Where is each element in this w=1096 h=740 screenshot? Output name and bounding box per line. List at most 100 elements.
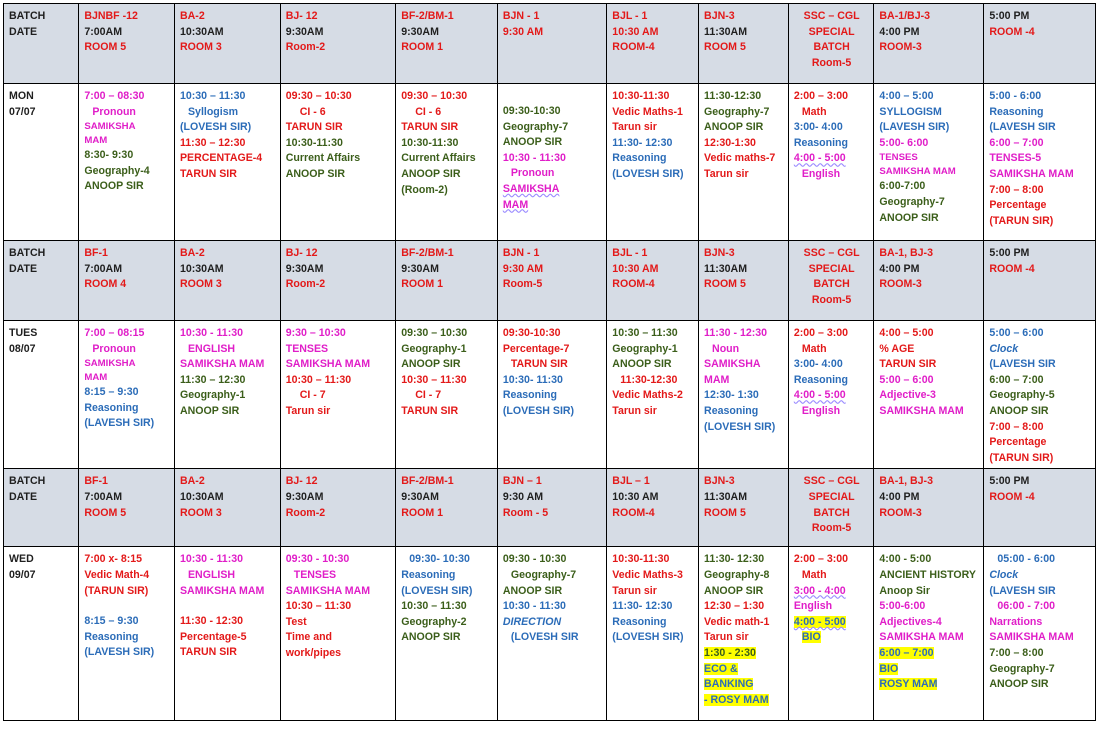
batch-name: BA-1, BJ-3 — [879, 475, 933, 488]
batch-name: BA-2 — [179, 10, 205, 22]
class-subject: Vedic maths-7 — [704, 152, 776, 165]
class-teacher: ANOOP SIR — [989, 404, 1049, 417]
class-teacher: (LAVESH SIR) — [84, 646, 155, 659]
batch-cell: BJN-3 11:30AM ROOM 5 — [698, 3, 789, 84]
class-subject: Reasoning — [793, 136, 848, 149]
class-time: 6:00 – 7:00 — [989, 373, 1044, 386]
class-time: 10:30 – 11:30 — [285, 600, 352, 613]
class-teacher: ANOOP SIR — [612, 358, 672, 371]
class-slot: 11:30-12:30 Geography-7 ANOOP SIR 12:30-… — [698, 83, 789, 241]
batch-name: BJN - 1 — [502, 247, 540, 259]
class-teacher: TARUN SIR — [401, 404, 459, 417]
class-time: 4:00 - 5:00 — [879, 553, 932, 566]
day-label: MON — [9, 90, 34, 102]
batch-time: 11:30AM — [704, 490, 748, 503]
class-subject: Vedic Math-4 — [84, 568, 150, 581]
class-subject: TENSES — [285, 342, 329, 355]
class-teacher: SAMIKSHA MAM — [179, 584, 265, 597]
class-teacher: (LOVESH SIR) — [612, 167, 684, 180]
class-slot: 2:00 – 3:00 Math 3:00 - 4:00 English 4:0… — [787, 546, 875, 722]
class-time: 12:30 – 1:30 — [704, 600, 765, 613]
class-time: 10:30-11:30 — [612, 90, 670, 102]
class-subject: Geography-8 — [704, 568, 770, 581]
class-subject: Reasoning — [401, 568, 456, 581]
class-subject: Math — [801, 568, 827, 581]
spacer — [180, 599, 276, 614]
class-time: 7:00 – 8:00 — [989, 646, 1044, 659]
class-time: 11:30- 12:30 — [612, 600, 673, 613]
batch-name: BJL - 1 — [612, 247, 648, 259]
class-teacher: ANOOP SIR — [84, 180, 144, 193]
class-subject: Clock — [989, 568, 1019, 581]
class-time: 3:00- 4:00 — [793, 358, 843, 371]
batch-cell: BJN - 1 9:30 AM Room-5 — [496, 240, 608, 321]
class-teacher: ANOOP SIR — [179, 404, 240, 417]
class-subject: BIO — [879, 662, 899, 675]
class-time: 11:30 - 12:30 — [704, 327, 768, 339]
class-time: 4:00 – 5:00 — [879, 90, 934, 102]
batch-room: ROOM-3 — [879, 278, 922, 291]
batch-name: BF-1 — [84, 247, 108, 259]
batch-time: 9:30 AM — [502, 262, 544, 275]
batch-name: SSC – CGL — [803, 10, 860, 22]
batch-room: Room-2 — [285, 41, 326, 54]
batch-label: BATCH — [9, 247, 46, 259]
batch-cell: BA-2 10:30AM ROOM 3 — [173, 240, 281, 321]
batch-room: ROOM 1 — [401, 506, 444, 519]
class-subject: BIO — [801, 631, 821, 644]
batch-cell: BF-2/BM-1 9:30AM ROOM 1 — [395, 240, 498, 321]
class-time: 11:30-12:30 — [704, 90, 762, 102]
batch-name: BJN – 1 — [502, 475, 542, 488]
class-subject: Geography-1 — [612, 342, 678, 355]
batch-cell: BJN - 1 9:30 AM — [496, 3, 608, 84]
class-slot: 4:00 – 5:00 SYLLOGISM (LAVESH SIR) 5:00-… — [873, 83, 985, 241]
class-time: 11:30 – 12:30 — [179, 373, 246, 386]
class-time: 10:30-11:30 — [285, 136, 343, 149]
class-time: 10:30 – 11:30 — [612, 327, 678, 339]
class-time: 09:30 – 10:30 — [401, 327, 468, 339]
batch-time: 5:00 PM — [989, 247, 1030, 259]
batch-room: Room-5 — [811, 522, 852, 535]
batch-room: ROOM 4 — [84, 278, 127, 291]
class-slot: 05:00 - 6:00 Clock (LAVESH SIR 06:00 - 7… — [983, 546, 1096, 722]
batch-cell: 5:00 PM ROOM -4 — [983, 3, 1096, 84]
class-time: 09:30- 10:30 — [409, 553, 470, 566]
batch-room: ROOM -4 — [989, 25, 1035, 38]
batch-room: ROOM-3 — [879, 41, 922, 54]
batch-room: Room-5 — [502, 278, 543, 291]
class-time: 6:00 – 7:00 — [989, 136, 1044, 149]
class-subject: ENGLISH — [187, 568, 236, 581]
batch-time: 9:30AM — [401, 25, 439, 38]
batch-name: BJL - 1 — [612, 10, 648, 22]
class-teacher: MAM — [84, 135, 108, 147]
class-time: 09:30 - 10:30 — [285, 553, 350, 566]
class-slot: 09:30 – 10:30 CI - 6 TARUN SIR 10:30-11:… — [279, 83, 397, 241]
class-teacher: SAMIKSHA — [502, 182, 560, 195]
batch-name: BJN - 1 — [502, 10, 540, 22]
class-slot: 5:00 – 6:00 Clock (LAVESH SIR 6:00 – 7:0… — [983, 319, 1096, 470]
class-teacher: ANOOP SIR — [285, 167, 345, 180]
class-subject: TENSES — [293, 568, 337, 581]
class-time: 6:00 – 7:00 — [879, 646, 934, 659]
class-subject: Geography-1 — [179, 389, 246, 402]
class-subject: ENGLISH — [187, 342, 236, 355]
class-teacher: ANOOP SIR — [704, 121, 764, 134]
batch-cell: BJL - 1 10:30 AM ROOM-4 — [606, 3, 700, 84]
class-teacher: (LOVESH SIR) — [179, 121, 252, 134]
class-time: 10:30- 11:30 — [502, 373, 563, 386]
class-slot: 7:00 – 08:30 Pronoun SAMIKSHA MAM 8:30- … — [78, 83, 175, 241]
spacer — [503, 89, 602, 104]
class-time: 7:00 – 08:15 — [84, 327, 145, 339]
batch-time: 10:30 AM — [612, 262, 659, 275]
class-teacher: Tarun sir — [704, 631, 749, 644]
class-time: 5:00 – 6:00 — [879, 373, 934, 386]
class-teacher: SAMIKSHA MAM — [285, 584, 371, 597]
batch-time: 10:30 AM — [612, 25, 659, 38]
batch-name: BF-1 — [84, 475, 108, 488]
batch-time: 11:30AM — [704, 262, 748, 275]
class-room: (Room-2) — [401, 183, 448, 196]
class-slot: 10:30 – 11:30 Geography-1 ANOOP SIR 11:3… — [606, 319, 700, 470]
class-teacher: ANOOP SIR — [401, 358, 461, 371]
class-subject: Geography-2 — [401, 615, 467, 628]
class-teacher: TARUN SIR — [285, 121, 343, 134]
